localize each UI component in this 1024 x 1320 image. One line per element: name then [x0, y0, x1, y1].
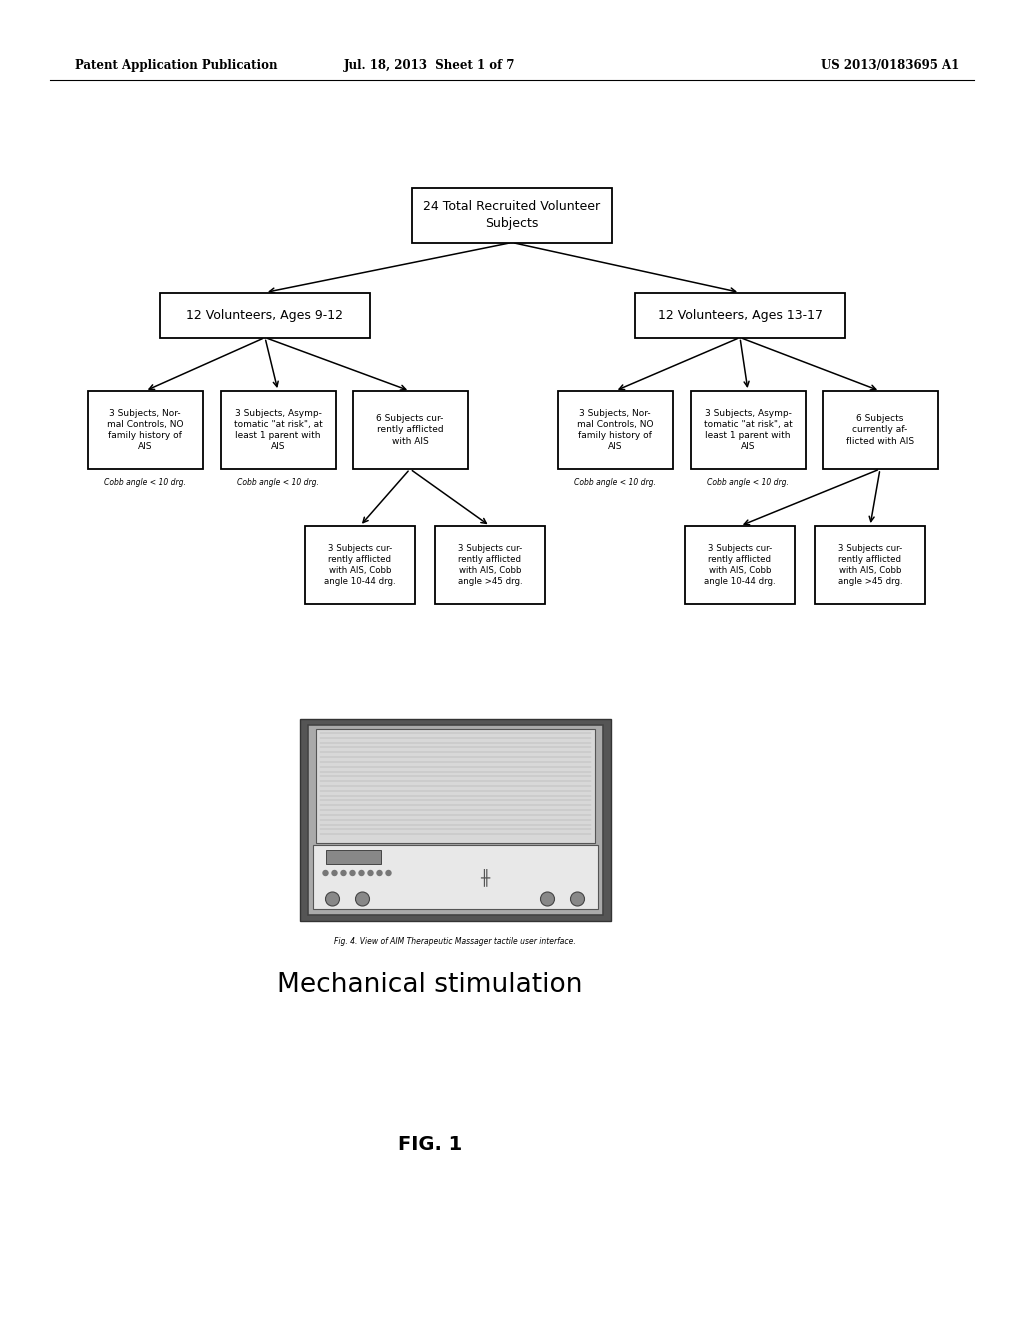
Circle shape — [377, 870, 382, 875]
Bar — [312, 845, 597, 909]
Bar — [635, 293, 845, 338]
Text: 6 Subjects cur-
rently afflicted
with AIS: 6 Subjects cur- rently afflicted with AI… — [376, 414, 443, 446]
Bar — [315, 729, 595, 843]
Bar — [435, 525, 545, 605]
Bar — [307, 725, 602, 915]
Bar — [557, 391, 673, 469]
Text: Jul. 18, 2013  Sheet 1 of 7: Jul. 18, 2013 Sheet 1 of 7 — [344, 58, 516, 71]
Circle shape — [359, 870, 364, 875]
Circle shape — [386, 870, 391, 875]
Bar — [87, 391, 203, 469]
Bar — [690, 391, 806, 469]
Bar — [220, 391, 336, 469]
Bar — [326, 850, 381, 865]
Text: 3 Subjects, Asymp-
tomatic "at risk", at
least 1 parent with
AIS: 3 Subjects, Asymp- tomatic "at risk", at… — [703, 409, 793, 451]
Text: 3 Subjects cur-
rently afflicted
with AIS, Cobb
angle >45 drg.: 3 Subjects cur- rently afflicted with AI… — [458, 544, 522, 586]
Circle shape — [326, 892, 340, 906]
Bar — [160, 293, 370, 338]
Bar — [305, 525, 415, 605]
Text: 3 Subjects cur-
rently afflicted
with AIS, Cobb
angle 10-44 drg.: 3 Subjects cur- rently afflicted with AI… — [705, 544, 776, 586]
Circle shape — [332, 870, 337, 875]
Bar — [815, 525, 925, 605]
Text: 24 Total Recruited Volunteer
Subjects: 24 Total Recruited Volunteer Subjects — [424, 201, 600, 230]
Circle shape — [541, 892, 555, 906]
Bar — [412, 187, 612, 243]
Circle shape — [323, 870, 328, 875]
Bar — [822, 391, 938, 469]
Text: 3 Subjects, Nor-
mal Controls, NO
family history of
AIS: 3 Subjects, Nor- mal Controls, NO family… — [577, 409, 653, 451]
Circle shape — [355, 892, 370, 906]
Text: 12 Volunteers, Ages 13-17: 12 Volunteers, Ages 13-17 — [657, 309, 822, 322]
Circle shape — [341, 870, 346, 875]
Text: Fig. 4. View of AIM Therapeutic Massager tactile user interface.: Fig. 4. View of AIM Therapeutic Massager… — [334, 937, 575, 946]
Text: Patent Application Publication: Patent Application Publication — [75, 58, 278, 71]
Bar — [299, 719, 610, 921]
Text: 3 Subjects cur-
rently afflicted
with AIS, Cobb
angle 10-44 drg.: 3 Subjects cur- rently afflicted with AI… — [325, 544, 396, 586]
Text: Mechanical stimulation: Mechanical stimulation — [278, 972, 583, 998]
Text: Cobb angle < 10 drg.: Cobb angle < 10 drg. — [104, 478, 186, 487]
Text: Cobb angle < 10 drg.: Cobb angle < 10 drg. — [238, 478, 318, 487]
Text: 3 Subjects cur-
rently afflicted
with AIS, Cobb
angle >45 drg.: 3 Subjects cur- rently afflicted with AI… — [838, 544, 902, 586]
Text: Cobb angle < 10 drg.: Cobb angle < 10 drg. — [707, 478, 788, 487]
Circle shape — [368, 870, 373, 875]
Circle shape — [350, 870, 355, 875]
Text: 12 Volunteers, Ages 9-12: 12 Volunteers, Ages 9-12 — [186, 309, 343, 322]
Text: 6 Subjects
currently af-
flicted with AIS: 6 Subjects currently af- flicted with AI… — [846, 414, 914, 446]
Text: US 2013/0183695 A1: US 2013/0183695 A1 — [821, 58, 959, 71]
Text: ╫: ╫ — [480, 869, 489, 886]
Bar — [352, 391, 468, 469]
Text: Cobb angle < 10 drg.: Cobb angle < 10 drg. — [574, 478, 656, 487]
Text: 3 Subjects, Nor-
mal Controls, NO
family history of
AIS: 3 Subjects, Nor- mal Controls, NO family… — [106, 409, 183, 451]
Text: FIG. 1: FIG. 1 — [398, 1135, 462, 1155]
Text: 3 Subjects, Asymp-
tomatic "at risk", at
least 1 parent with
AIS: 3 Subjects, Asymp- tomatic "at risk", at… — [233, 409, 323, 451]
Circle shape — [570, 892, 585, 906]
Bar — [685, 525, 795, 605]
